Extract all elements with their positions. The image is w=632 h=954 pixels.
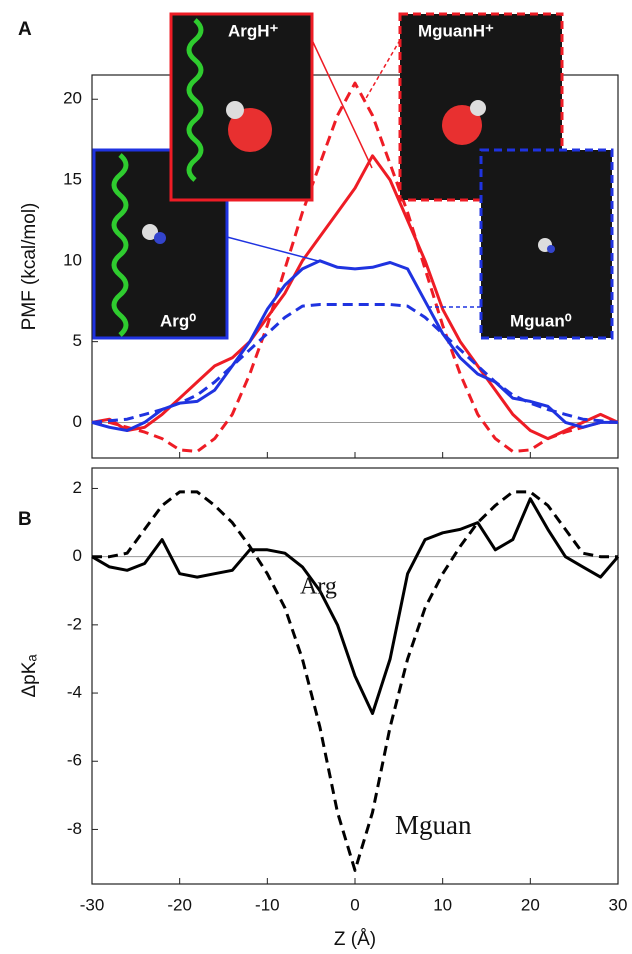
- annotation: Mguan: [395, 810, 472, 840]
- series-line: [91, 259, 618, 432]
- x-tick-label: 10: [433, 895, 452, 914]
- series-line: [91, 154, 619, 441]
- connector: [226, 236, 323, 263]
- y-tick-label: -6: [67, 751, 82, 770]
- inset-label: Mguan⁰: [510, 311, 572, 330]
- insets: Arg⁰ ArgH⁺ MguanH⁺ Mguan⁰: [92, 12, 614, 340]
- x-tick-label: 30: [609, 895, 628, 914]
- y-tick-label: -2: [67, 614, 82, 633]
- inset-label: ArgH⁺: [228, 21, 279, 40]
- y-tick-label: 10: [63, 250, 82, 269]
- inset-label: MguanH⁺: [418, 21, 494, 40]
- helix: [186, 18, 204, 182]
- molecule: [228, 108, 272, 152]
- x-tick-label: 0: [350, 895, 359, 914]
- y-tick-label: 5: [73, 331, 82, 350]
- molecule: [470, 100, 486, 116]
- annotation: Arg: [300, 574, 337, 600]
- series-line: [92, 81, 618, 453]
- panel-label: A: [18, 19, 32, 40]
- x-tick-label: -20: [167, 895, 192, 914]
- y-tick-label: -4: [67, 683, 82, 702]
- molecule: [547, 245, 555, 253]
- connector: [364, 39, 401, 101]
- y-tick-label: -8: [67, 819, 82, 838]
- x-tick-label: -10: [255, 895, 280, 914]
- y-tick-label: 20: [63, 89, 82, 108]
- x-tick-label: 20: [521, 895, 540, 914]
- series-line: [92, 490, 618, 872]
- y-tick-label: 0: [73, 546, 82, 565]
- y-tick-label: 0: [73, 412, 82, 431]
- panel-label: B: [18, 509, 32, 530]
- y-tick-label: 2: [73, 478, 82, 497]
- connector: [311, 39, 373, 169]
- y-axis-label: ΔpKₐ: [19, 654, 40, 698]
- x-tick-label: -30: [80, 895, 105, 914]
- molecule: [442, 105, 482, 145]
- helix: [111, 153, 129, 337]
- molecule: [154, 232, 166, 244]
- molecule: [142, 224, 158, 240]
- y-tick-label: 15: [63, 170, 82, 189]
- inset-label: Arg⁰: [160, 311, 196, 330]
- x-axis-label: Z (Å): [334, 929, 376, 950]
- series-line: [91, 497, 620, 715]
- y-axis-label: PMF (kcal/mol): [19, 203, 40, 331]
- molecule: [226, 101, 244, 119]
